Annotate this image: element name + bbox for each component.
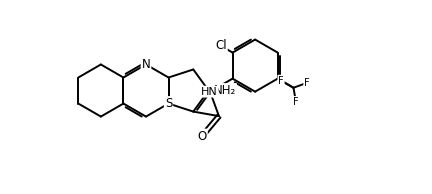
Text: F: F: [278, 76, 284, 86]
Text: S: S: [165, 97, 172, 110]
Text: NH₂: NH₂: [214, 84, 236, 97]
Text: F: F: [293, 97, 299, 107]
Text: Cl: Cl: [215, 39, 227, 52]
Text: O: O: [197, 130, 207, 143]
Text: N: N: [142, 58, 150, 71]
Text: F: F: [304, 78, 310, 88]
Text: HN: HN: [201, 87, 218, 97]
